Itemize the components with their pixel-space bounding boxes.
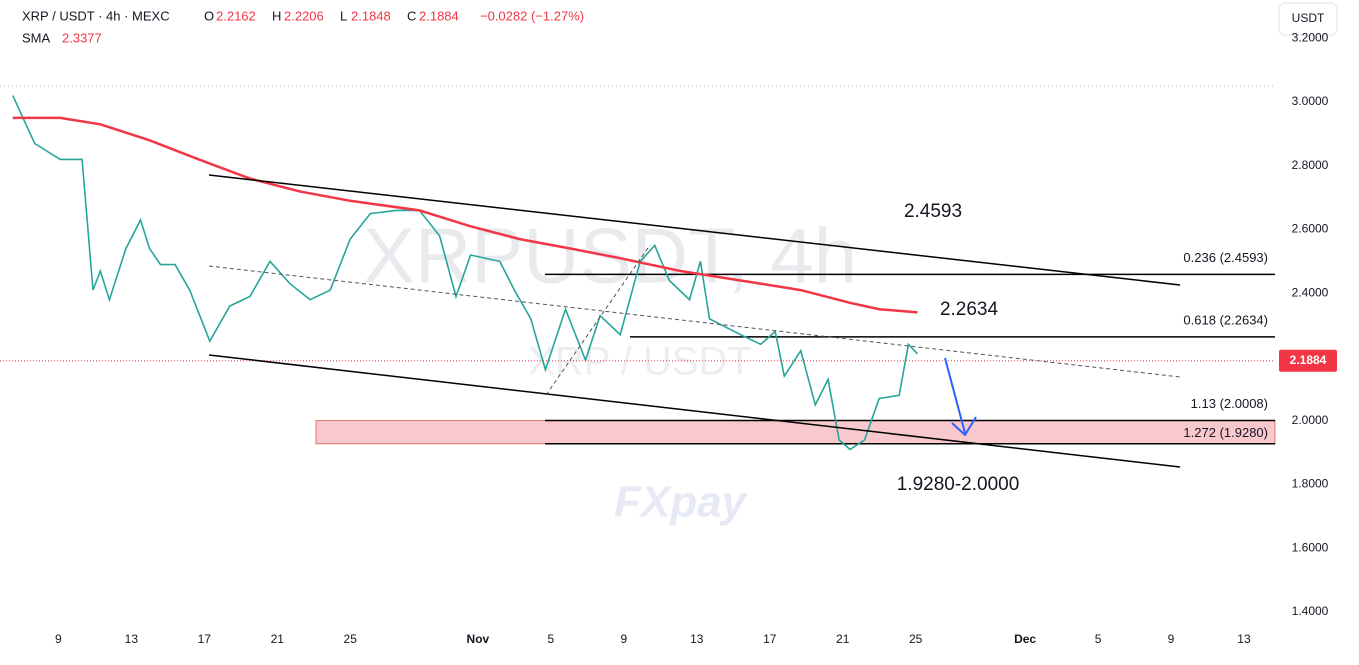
x-tick-label: 5 [548, 632, 555, 646]
y-tick-label: 3.0000 [1292, 94, 1329, 108]
sma-line [12, 116, 918, 314]
y-tick-label: 2.8000 [1292, 158, 1329, 172]
currency-button[interactable] [1278, 2, 1338, 36]
currency-button-label[interactable]: USDT [1292, 11, 1325, 25]
x-tick-label: 21 [836, 632, 850, 646]
y-tick-label: 1.6000 [1292, 540, 1329, 554]
x-tick-label: 13 [1237, 632, 1251, 646]
y-tick-label: 1.8000 [1292, 477, 1329, 491]
x-tick-label: 9 [1168, 632, 1175, 646]
open-label: O [204, 8, 214, 23]
fib-level-label: 1.272 (1.9280) [1183, 425, 1268, 440]
fib-level-label: 0.236 (2.4593) [1183, 250, 1268, 265]
high: 2.2206 [284, 8, 324, 23]
arrow-head [951, 416, 977, 437]
sma-value: 2.3377 [62, 30, 102, 45]
channel-mid [208, 265, 1181, 378]
x-tick-label: 9 [55, 632, 62, 646]
x-tick-label: Nov [467, 632, 490, 646]
support-zone [315, 420, 1276, 445]
x-tick-label: 13 [690, 632, 704, 646]
fib-level-label: 0.618 (2.2634) [1183, 312, 1268, 327]
x-tick-label: 13 [125, 632, 139, 646]
x-tick-label: Dec [1014, 632, 1036, 646]
symbol: XRP / USDT · 4h · MEXC [22, 8, 170, 23]
last-price-label: 2.1884 [1290, 353, 1327, 367]
y-tick-label: 2.4000 [1292, 285, 1329, 299]
y-tick-label: 2.0000 [1292, 413, 1329, 427]
x-tick-label: 21 [271, 632, 285, 646]
y-tick-label: 1.4000 [1292, 604, 1329, 618]
change: −0.0282 (−1.27%) [480, 8, 584, 23]
x-tick-label: 25 [909, 632, 923, 646]
last-price-box [1279, 349, 1337, 372]
high-label: H [272, 8, 281, 23]
annotation: 2.4593 [904, 201, 962, 222]
x-tick-label: 17 [763, 632, 777, 646]
y-tick-label: 2.6000 [1292, 222, 1329, 236]
x-tick-label: 5 [1095, 632, 1102, 646]
channel-bottom [208, 354, 1181, 468]
x-tick-label: 17 [198, 632, 212, 646]
price-line [12, 95, 919, 451]
logo: FXpay [614, 478, 749, 527]
close: 2.1884 [419, 8, 459, 23]
x-tick-label: 9 [620, 632, 627, 646]
channel-top [208, 174, 1181, 286]
sma-label: SMA [22, 30, 51, 45]
plot [0, 37, 1279, 631]
close-label: C [407, 8, 416, 23]
annotation: 1.9280-2.0000 [897, 474, 1020, 495]
x-tick-label: 25 [344, 632, 358, 646]
fib-leg [545, 244, 651, 396]
fib-level-label: 1.13 (2.0008) [1191, 396, 1268, 411]
low-label: L [340, 8, 347, 23]
annotation: 2.2634 [940, 299, 999, 320]
arrow [944, 357, 966, 434]
y-tick-label: 3.2000 [1292, 30, 1329, 44]
open: 2.2162 [216, 8, 256, 23]
low: 2.1848 [351, 8, 391, 23]
watermark-pair: XRP / USDT [528, 340, 752, 384]
